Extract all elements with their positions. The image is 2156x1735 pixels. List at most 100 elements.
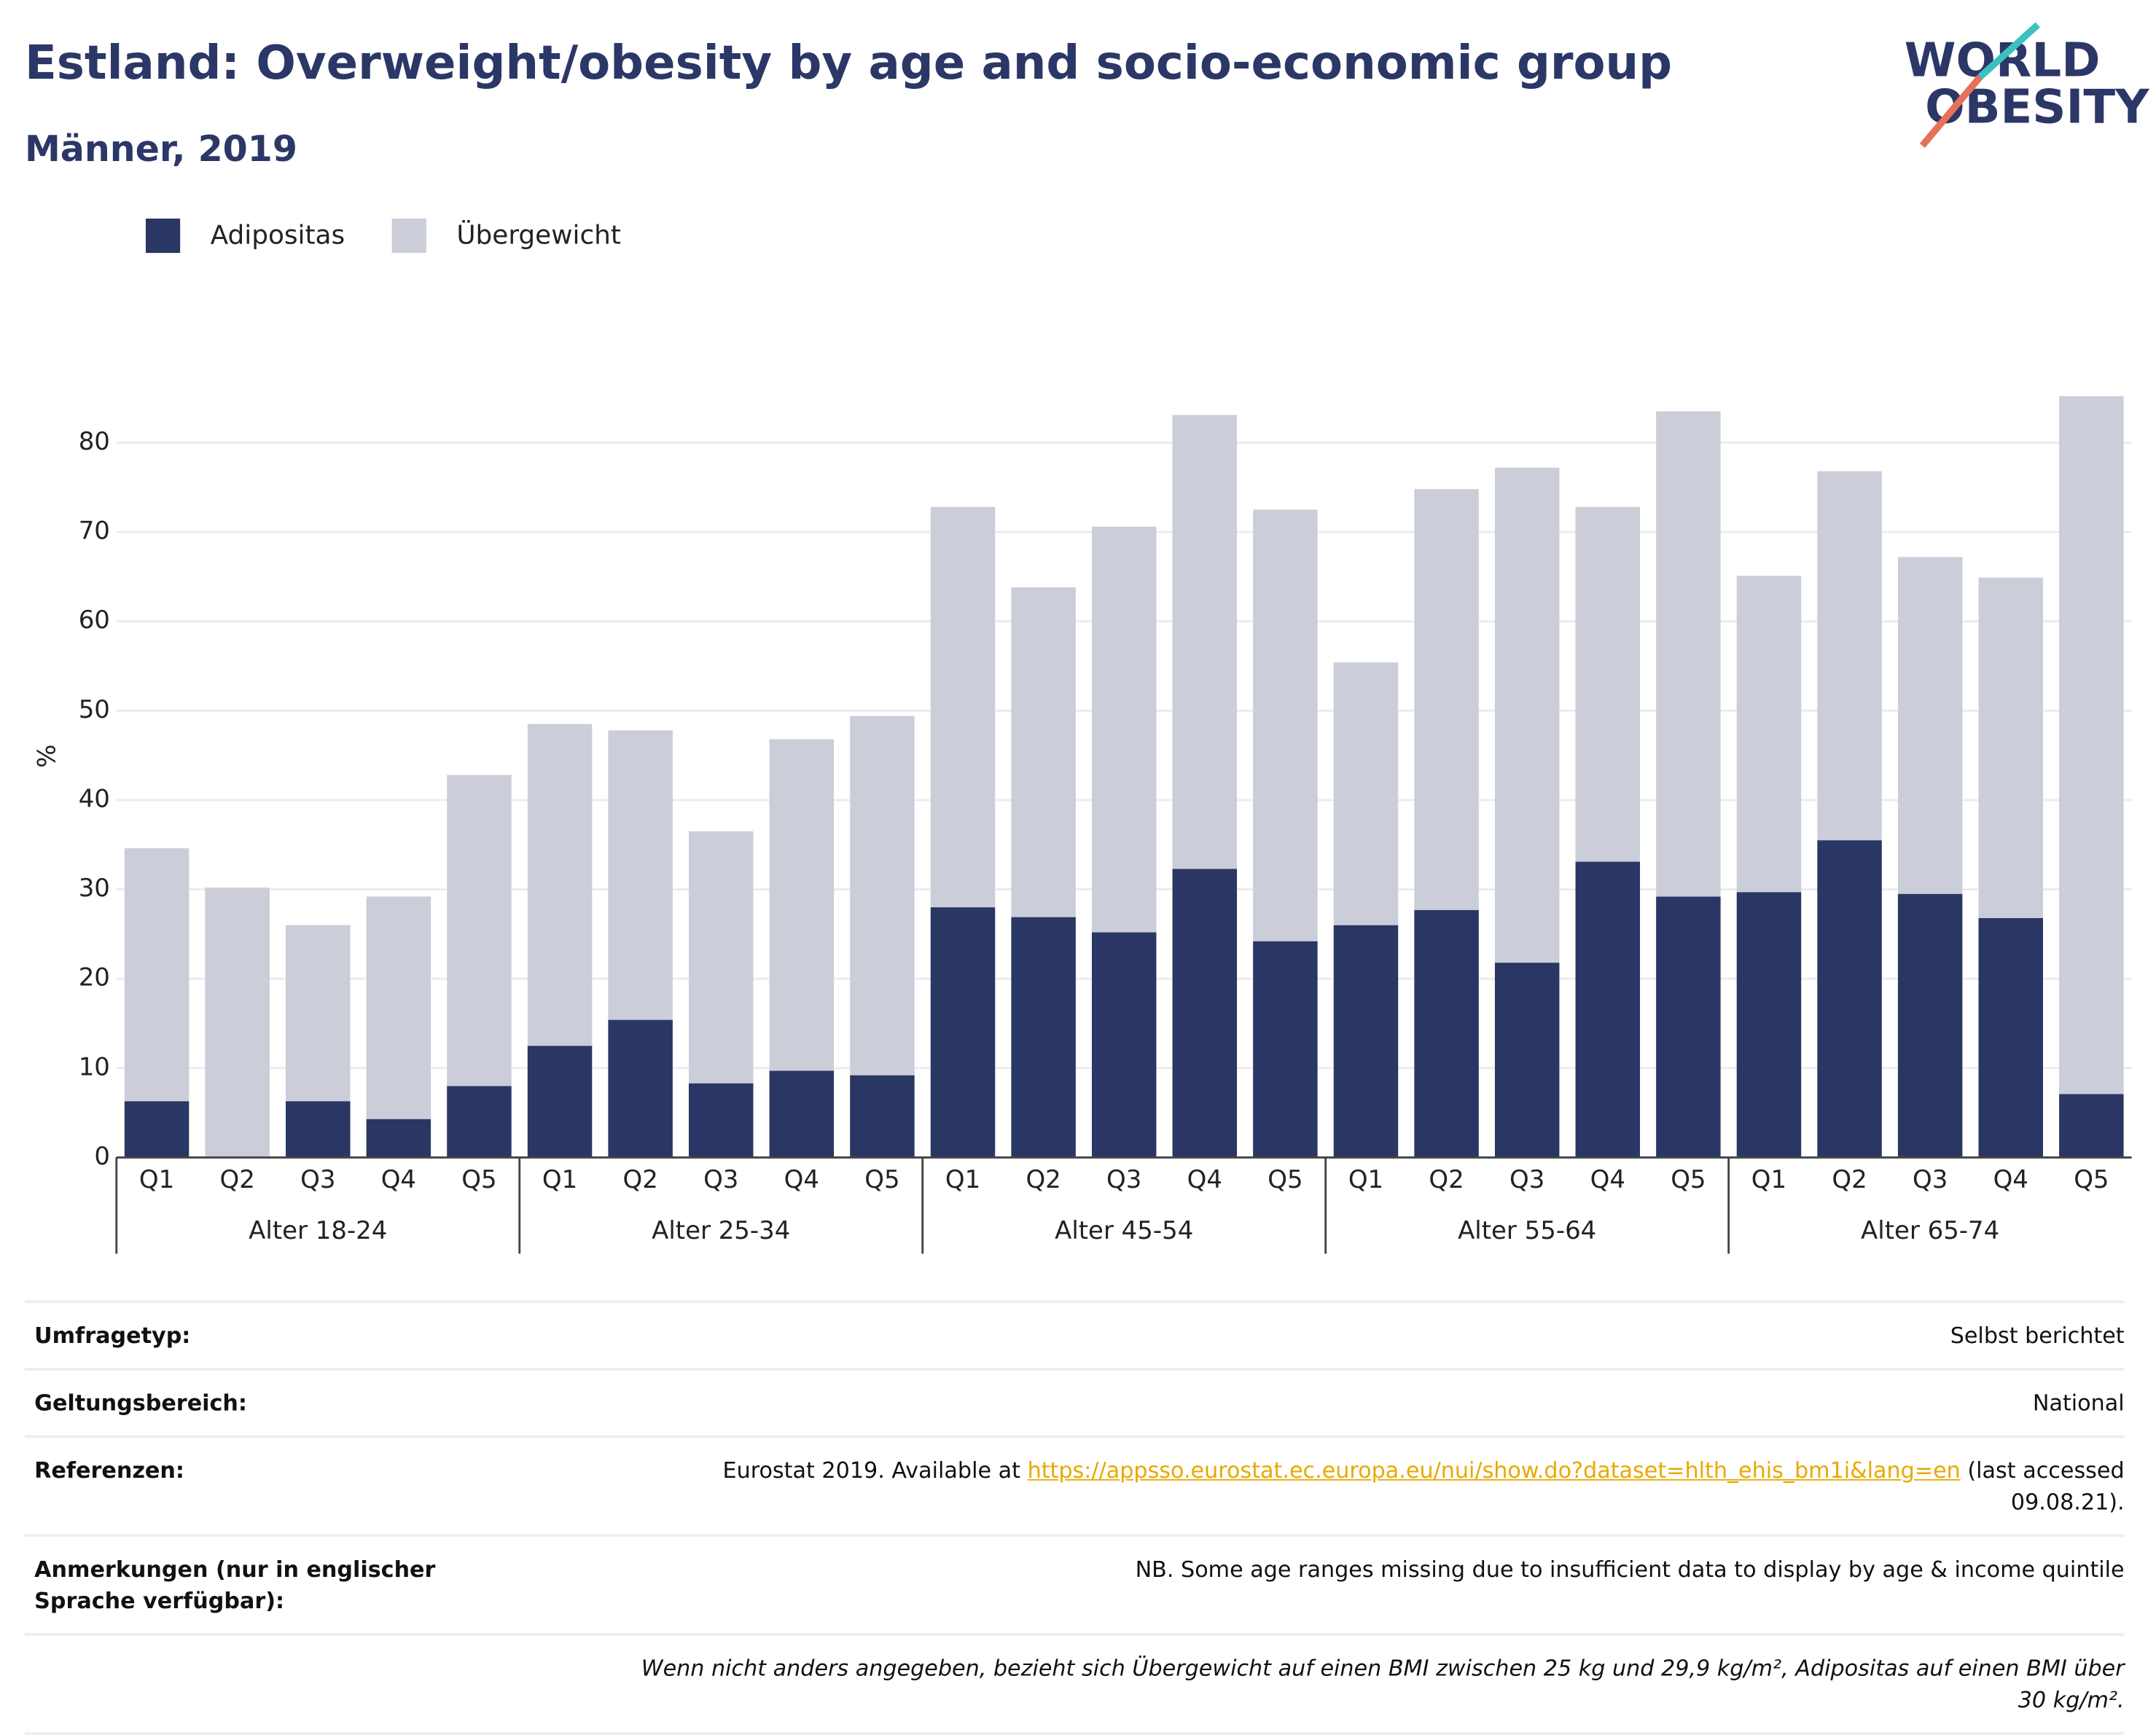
y-tick-label: 40 [79, 784, 110, 813]
bar-segment [1494, 467, 1560, 963]
bar-segment [1253, 509, 1318, 941]
table-row: Referenzen: Eurostat 2019. Available at h… [24, 1435, 2125, 1535]
x-tick-label: Q1 [139, 1165, 174, 1194]
bar-segment [205, 888, 270, 1158]
x-tick-label: Q3 [703, 1165, 738, 1194]
y-tick-label: 50 [79, 695, 110, 724]
y-tick-label: 0 [94, 1142, 110, 1171]
bar-segment [1897, 893, 1963, 1158]
table-row: Wenn nicht anders angegeben, bezieht sic… [24, 1633, 2125, 1735]
logo: WORLD OBESITY [1905, 22, 2150, 149]
chart-title: Estland: Overweight/obesity by age and s… [25, 36, 1672, 90]
row-value: NB. Some age ranges missing due to insuf… [1135, 1556, 2125, 1583]
x-tick-label: Q4 [1187, 1165, 1222, 1194]
legend-swatch [145, 218, 181, 254]
x-tick-label: Q2 [220, 1165, 255, 1194]
bar-segment [930, 907, 996, 1158]
x-tick-label: Q4 [381, 1165, 416, 1194]
row-label: Umfragetyp: [34, 1322, 191, 1349]
row-value: Eurostat 2019. Available at https://apps… [639, 1454, 2125, 1518]
bar-segment [1414, 909, 1479, 1158]
group-label: Alter 65-74 [1861, 1216, 1999, 1245]
bar-segment [1656, 411, 1721, 897]
logo-text: OBESITY [1925, 79, 2150, 134]
bar-segment [608, 730, 673, 1020]
group-label: Alter 55-64 [1458, 1216, 1596, 1245]
bar-segment [1736, 576, 1802, 893]
chart: Estland: Overweight/obesity by age and s… [25, 22, 2150, 1254]
bar-segment [850, 716, 915, 1076]
bar-segment [1978, 917, 2043, 1158]
y-tick-label: 30 [79, 874, 110, 903]
x-tick-label: Q2 [622, 1165, 657, 1194]
x-tick-label: Q2 [1832, 1165, 1867, 1194]
bar-segment [2059, 396, 2124, 1094]
bar-segment [286, 1101, 351, 1158]
logo-slash [1919, 74, 1983, 149]
bar-segment [1011, 917, 1076, 1158]
legend-label: Adipositas [211, 220, 345, 250]
bar-segment [689, 831, 754, 1084]
x-tick-label: Q3 [300, 1165, 335, 1194]
info-table: Umfragetyp: Selbst berichtet Geltungsberei… [24, 1300, 2125, 1735]
bar-segment [1817, 471, 1882, 841]
legend-label: Übergewicht [456, 219, 621, 250]
x-tick-label: Q1 [1751, 1165, 1786, 1194]
footnote: Wenn nicht anders angegeben, bezieht sic… [641, 1655, 2125, 1713]
chart-subtitle: Männer, 2019 [25, 128, 297, 170]
bar-segment [1172, 415, 1238, 869]
x-tick-label: Q3 [1509, 1165, 1544, 1194]
bar-segment [1172, 869, 1238, 1158]
group-label: Alter 18-24 [249, 1216, 387, 1245]
x-tick-label: Q3 [1106, 1165, 1141, 1194]
row-value: Selbst berichtet [1950, 1322, 2125, 1349]
bar-segment [124, 1101, 190, 1158]
y-tick-label: 20 [79, 963, 110, 992]
bar-segment [850, 1075, 915, 1158]
x-tick-label: Q1 [945, 1165, 980, 1194]
reference-text: (last accessed 09.08.21). [1960, 1457, 2125, 1515]
y-tick-label: 60 [79, 606, 110, 635]
bar-segment [930, 506, 996, 908]
reference-link[interactable]: https://appsso.eurostat.ec.europa.eu/nui… [1027, 1457, 1961, 1484]
bar-segment [608, 1019, 673, 1158]
bar-segment [769, 1070, 835, 1158]
x-tick-label: Q4 [1590, 1165, 1625, 1194]
x-tick-label: Q1 [1348, 1165, 1383, 1194]
bar-segment [1736, 892, 1802, 1158]
x-tick-label: Q3 [1913, 1165, 1948, 1194]
x-tick-label: Q2 [1429, 1165, 1464, 1194]
bar-segment [1656, 896, 1721, 1158]
bar-segment [124, 848, 190, 1102]
y-axis-label: % [33, 744, 62, 767]
logo-slash [1977, 22, 2040, 80]
y-tick-label: 70 [79, 517, 110, 546]
bar-segment [447, 775, 512, 1086]
x-tick-label: Q5 [461, 1165, 496, 1194]
bar-segment [447, 1086, 512, 1158]
group-label: Alter 45-54 [1055, 1216, 1193, 1245]
x-tick-label: Q4 [1993, 1165, 2028, 1194]
bar-segment [1333, 662, 1399, 925]
bar-segment [1333, 925, 1399, 1158]
bar-segment [286, 925, 351, 1102]
row-label: Anmerkungen (nur in englischer Sprache v… [34, 1556, 436, 1614]
row-value: National [2032, 1390, 2125, 1417]
group-label: Alter 25-34 [652, 1216, 790, 1245]
bar-segment [1091, 932, 1157, 1158]
bar-segment [1817, 840, 1882, 1158]
bar-segment [1575, 861, 1641, 1158]
bar-segment [1978, 577, 2043, 918]
table-row: Anmerkungen (nur in englischer Sprache v… [24, 1534, 2125, 1633]
bar-segment [1253, 941, 1318, 1158]
x-tick-label: Q1 [542, 1165, 577, 1194]
y-tick-label: 80 [79, 427, 110, 456]
bar-segment [1414, 489, 1479, 910]
bar-segment [689, 1083, 754, 1158]
x-tick-label: Q5 [2074, 1165, 2109, 1194]
bar-segment [527, 1046, 593, 1158]
table-row: Umfragetyp: Selbst berichtet [24, 1300, 2125, 1368]
y-tick-label: 10 [79, 1052, 110, 1081]
